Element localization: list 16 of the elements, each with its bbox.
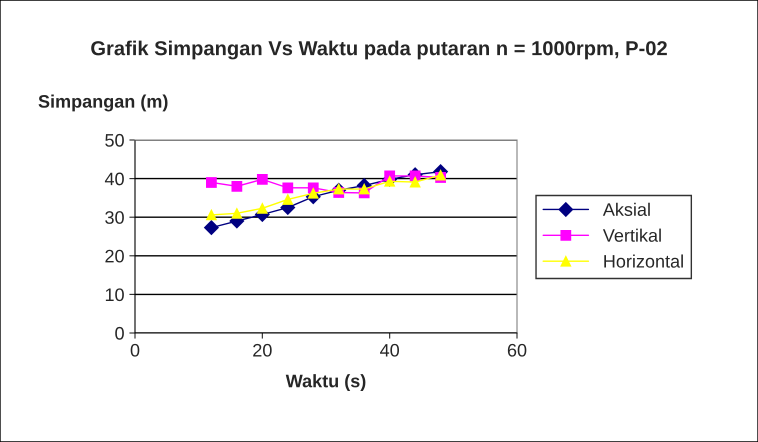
chart-title: Grafik Simpangan Vs Waktu pada putaran n = 1000rpm, P-02 <box>91 40 667 60</box>
y-tick-label: 10 <box>106 288 124 302</box>
y-tick-label: 50 <box>105 134 124 147</box>
x-tick-label: 40 <box>380 344 400 357</box>
y-tick-label: 30 <box>105 211 124 224</box>
y-tick-label: 40 <box>104 172 124 186</box>
legend-label: Vertikal <box>602 228 661 242</box>
y-tick-label: 20 <box>105 250 124 263</box>
x-tick-label: 60 <box>508 344 526 357</box>
legend-label: Horizontal <box>604 254 683 268</box>
x-axis-title: Waktu (s) <box>286 374 366 391</box>
x-tick-label: 20 <box>253 344 272 357</box>
y-tick-label: 0 <box>115 326 124 340</box>
legend-label: Aksial <box>602 202 650 216</box>
x-tick-label: 0 <box>130 344 140 357</box>
y-axis-title: Simpangan (m) <box>38 94 168 112</box>
